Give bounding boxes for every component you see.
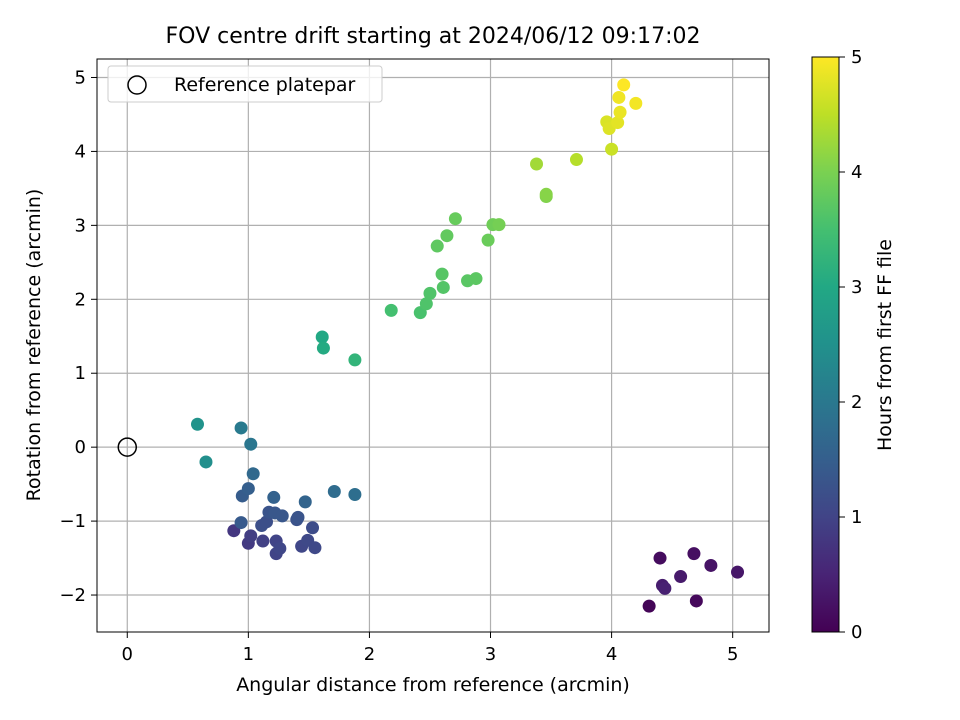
data-point xyxy=(241,482,255,496)
x-tick-label: 4 xyxy=(606,644,617,665)
data-point xyxy=(246,467,260,481)
colorbar-tick-label: 4 xyxy=(851,162,862,183)
data-point xyxy=(327,485,341,499)
data-point xyxy=(530,157,544,171)
data-point xyxy=(612,90,626,104)
colorbar-tick-label: 1 xyxy=(851,507,862,528)
grid-lines xyxy=(97,59,769,632)
y-tick-label: −2 xyxy=(59,585,86,606)
data-point xyxy=(244,437,258,451)
x-tick-label: 0 xyxy=(122,644,133,665)
y-tick-label: −1 xyxy=(59,511,86,532)
data-point xyxy=(687,547,701,561)
data-point xyxy=(273,541,287,555)
data-point xyxy=(256,534,270,548)
data-point xyxy=(611,116,625,130)
data-point xyxy=(653,551,667,565)
y-tick-label: 4 xyxy=(75,141,86,162)
data-point xyxy=(190,417,204,431)
data-point xyxy=(423,286,437,300)
data-point xyxy=(348,353,362,367)
y-tick-label: 1 xyxy=(75,363,86,384)
data-point xyxy=(469,272,483,286)
colorbar-ticks: 0 1 2 3 4 5 xyxy=(839,47,862,643)
data-point xyxy=(689,594,703,608)
data-point xyxy=(234,421,248,435)
data-point xyxy=(481,233,495,247)
legend: Reference platepar xyxy=(107,65,383,103)
data-point xyxy=(617,78,631,92)
data-point xyxy=(613,105,627,119)
data-point xyxy=(298,495,312,509)
chart-title: FOV centre drift starting at 2024/06/12 … xyxy=(166,24,701,49)
data-point xyxy=(704,558,718,572)
data-point xyxy=(315,330,329,344)
data-point xyxy=(308,541,322,555)
data-point xyxy=(348,487,362,501)
colorbar-tick-label: 0 xyxy=(851,622,862,643)
legend-marker xyxy=(127,75,147,95)
data-point xyxy=(658,581,672,595)
data-point xyxy=(440,229,454,243)
data-point xyxy=(629,96,643,110)
legend-box xyxy=(107,65,383,103)
data-point xyxy=(234,516,248,530)
y-tick-label: 0 xyxy=(75,437,86,458)
data-point xyxy=(731,565,745,579)
y-tick-label: 5 xyxy=(75,67,86,88)
data-point xyxy=(569,153,583,167)
data-point xyxy=(539,187,553,201)
x-tick-label: 2 xyxy=(364,644,375,665)
data-point xyxy=(435,267,449,281)
data-point xyxy=(267,490,281,504)
x-tick-label: 5 xyxy=(727,644,738,665)
x-tick-label: 3 xyxy=(485,644,496,665)
reference-platepar-marker xyxy=(117,437,138,457)
data-point xyxy=(244,529,258,543)
data-point xyxy=(275,509,289,523)
data-point xyxy=(384,303,398,317)
colorbar-tick-label: 2 xyxy=(851,392,862,413)
y-axis-label: Rotation from reference (arcmin) xyxy=(23,189,45,502)
data-point xyxy=(306,521,320,535)
colorbar-label: Hours from first FF file xyxy=(874,239,896,451)
colorbar: 0 1 2 3 4 5 Hours from first FF file xyxy=(811,47,896,643)
plot-frame xyxy=(96,58,770,633)
data-point xyxy=(674,570,688,584)
axis-ticks: 0 1 2 3 4 5 −2 −1 0 1 2 3 4 5 xyxy=(59,67,738,665)
data-point xyxy=(419,297,433,311)
data-point xyxy=(430,239,444,253)
data-point xyxy=(642,599,656,613)
x-axis-label: Angular distance from reference (arcmin) xyxy=(236,674,630,696)
data-point xyxy=(448,212,462,226)
data-point xyxy=(316,341,330,355)
data-points xyxy=(190,78,745,613)
data-point xyxy=(492,218,506,232)
data-point xyxy=(291,510,305,524)
colorbar-gradient xyxy=(811,56,840,633)
data-point xyxy=(605,142,619,156)
colorbar-tick-label: 5 xyxy=(851,47,862,68)
y-tick-label: 3 xyxy=(75,215,86,236)
colorbar-tick-label: 3 xyxy=(851,277,862,298)
y-tick-label: 2 xyxy=(75,289,86,310)
x-tick-label: 1 xyxy=(243,644,254,665)
legend-entry-reference-platepar: Reference platepar xyxy=(174,74,356,96)
data-point xyxy=(436,280,450,294)
data-point xyxy=(199,455,213,469)
